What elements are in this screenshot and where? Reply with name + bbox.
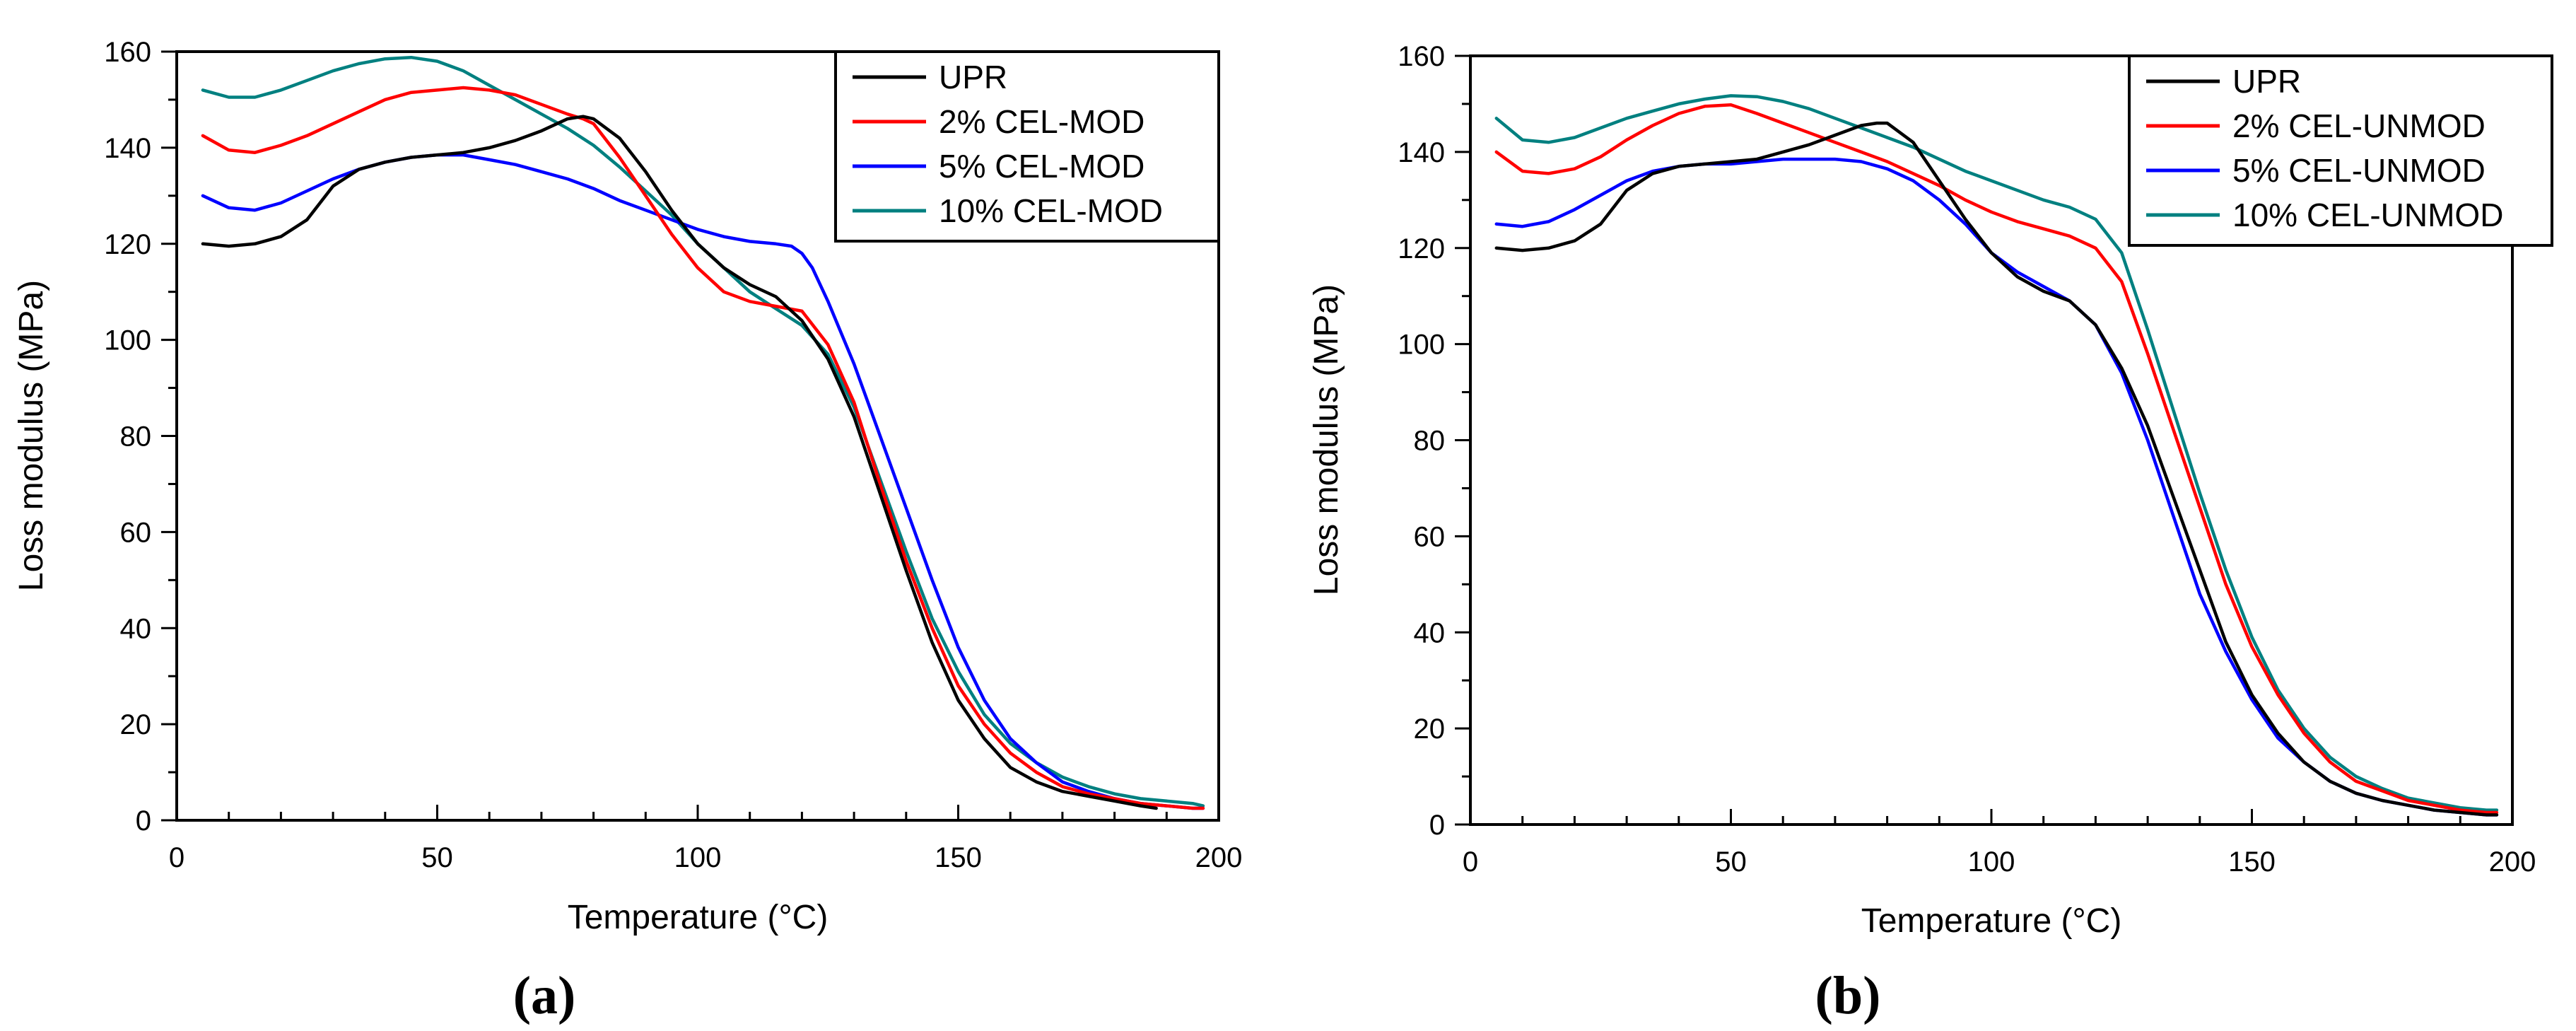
legend-label: UPR [2232,63,2301,100]
series-line-10-cel-unmod [1494,94,2499,812]
series-lines [1494,94,2499,817]
legend-label: 10% CEL-MOD [939,192,1163,229]
legend-label: 5% CEL-UNMOD [2232,152,2486,189]
x-tick-label: 150 [2228,846,2276,878]
x-tick-label: 0 [169,842,185,873]
x-tick-label: 100 [674,842,722,873]
series-line-5-cel-mod [201,153,1205,810]
legend-label: UPR [939,59,1007,95]
legend: UPR 2% CEL-UNMOD 5% CEL-UNMOD 10% CEL-UNMOD [2128,54,2553,247]
y-tick-label: 120 [1398,233,1445,264]
y-tick-label: 40 [120,613,152,644]
y-tick-label: 140 [104,133,151,164]
series-line-upr [1494,121,2499,817]
series-line-2-cel-mod [201,86,1205,810]
series-line-2-cel-unmod [1494,103,2499,815]
y-tick-label: 60 [1414,521,1446,552]
y-tick-label: 100 [1398,330,1445,361]
x-tick-label: 50 [1715,846,1747,878]
y-axis-label: Loss modulus (MPa) [1308,284,1345,595]
y-tick-label: 120 [104,229,151,260]
legend-box [834,50,1220,243]
y-tick-label: 160 [104,37,151,68]
y-tick-label: 0 [136,805,151,837]
x-tick-labels: 0 50 100 150 200 [169,842,1243,873]
panel-label-a: (a) [513,966,576,1025]
y-tick-label: 80 [1414,426,1446,457]
x-tick-label: 0 [1463,846,1478,878]
y-tick-label: 0 [1429,810,1445,841]
axis-ticks [161,50,1220,822]
series-lines [201,55,1205,810]
y-tick-labels: 0 20 40 60 80 100 120 140 160 [104,37,151,837]
y-tick-label: 100 [104,325,151,356]
legend-entries: UPR 2% CEL-MOD 5% CEL-MOD 10% CEL-MOD [853,59,1163,229]
y-tick-label: 60 [120,517,152,548]
panel-label-b: (b) [1815,966,1881,1025]
legend-label: 10% CEL-UNMOD [2232,197,2503,233]
y-tick-labels: 0 20 40 60 80 100 120 140 160 [1398,41,1445,841]
legend-label: 2% CEL-UNMOD [2232,107,2486,144]
x-tick-label: 150 [935,842,982,873]
panel-a: 0 20 40 60 80 100 120 140 160 0 50 100 150 200 Tempe… [13,37,1242,1025]
series-line-upr [201,115,1158,810]
x-axis-label: Temperature (°C) [1861,902,2122,940]
y-tick-label: 20 [1414,713,1446,745]
legend: UPR 2% CEL-MOD 5% CEL-MOD 10% CEL-MOD [834,50,1220,243]
legend-entries: UPR 2% CEL-UNMOD 5% CEL-UNMOD 10% CEL-UNMOD [2146,63,2503,233]
x-tick-label: 50 [421,842,453,873]
y-tick-label: 160 [1398,41,1445,72]
x-tick-label: 200 [2489,846,2536,878]
x-tick-label: 200 [1195,842,1243,873]
panel-b: 0 20 40 60 80 100 120 140 160 0 50 100 150 200 Tempe… [1308,41,2553,1025]
x-tick-labels: 0 50 100 150 200 [1463,846,2536,878]
y-tick-label: 140 [1398,137,1445,168]
y-axis-label: Loss modulus (MPa) [13,280,50,591]
x-tick-label: 100 [1968,846,2015,878]
x-axis-label: Temperature (°C) [568,899,829,936]
legend-label: 2% CEL-MOD [939,103,1144,140]
y-tick-label: 20 [120,709,152,740]
y-tick-label: 40 [1414,617,1446,648]
y-tick-label: 80 [120,421,152,453]
legend-label: 5% CEL-MOD [939,148,1144,185]
axis-ticks [1455,54,2514,826]
